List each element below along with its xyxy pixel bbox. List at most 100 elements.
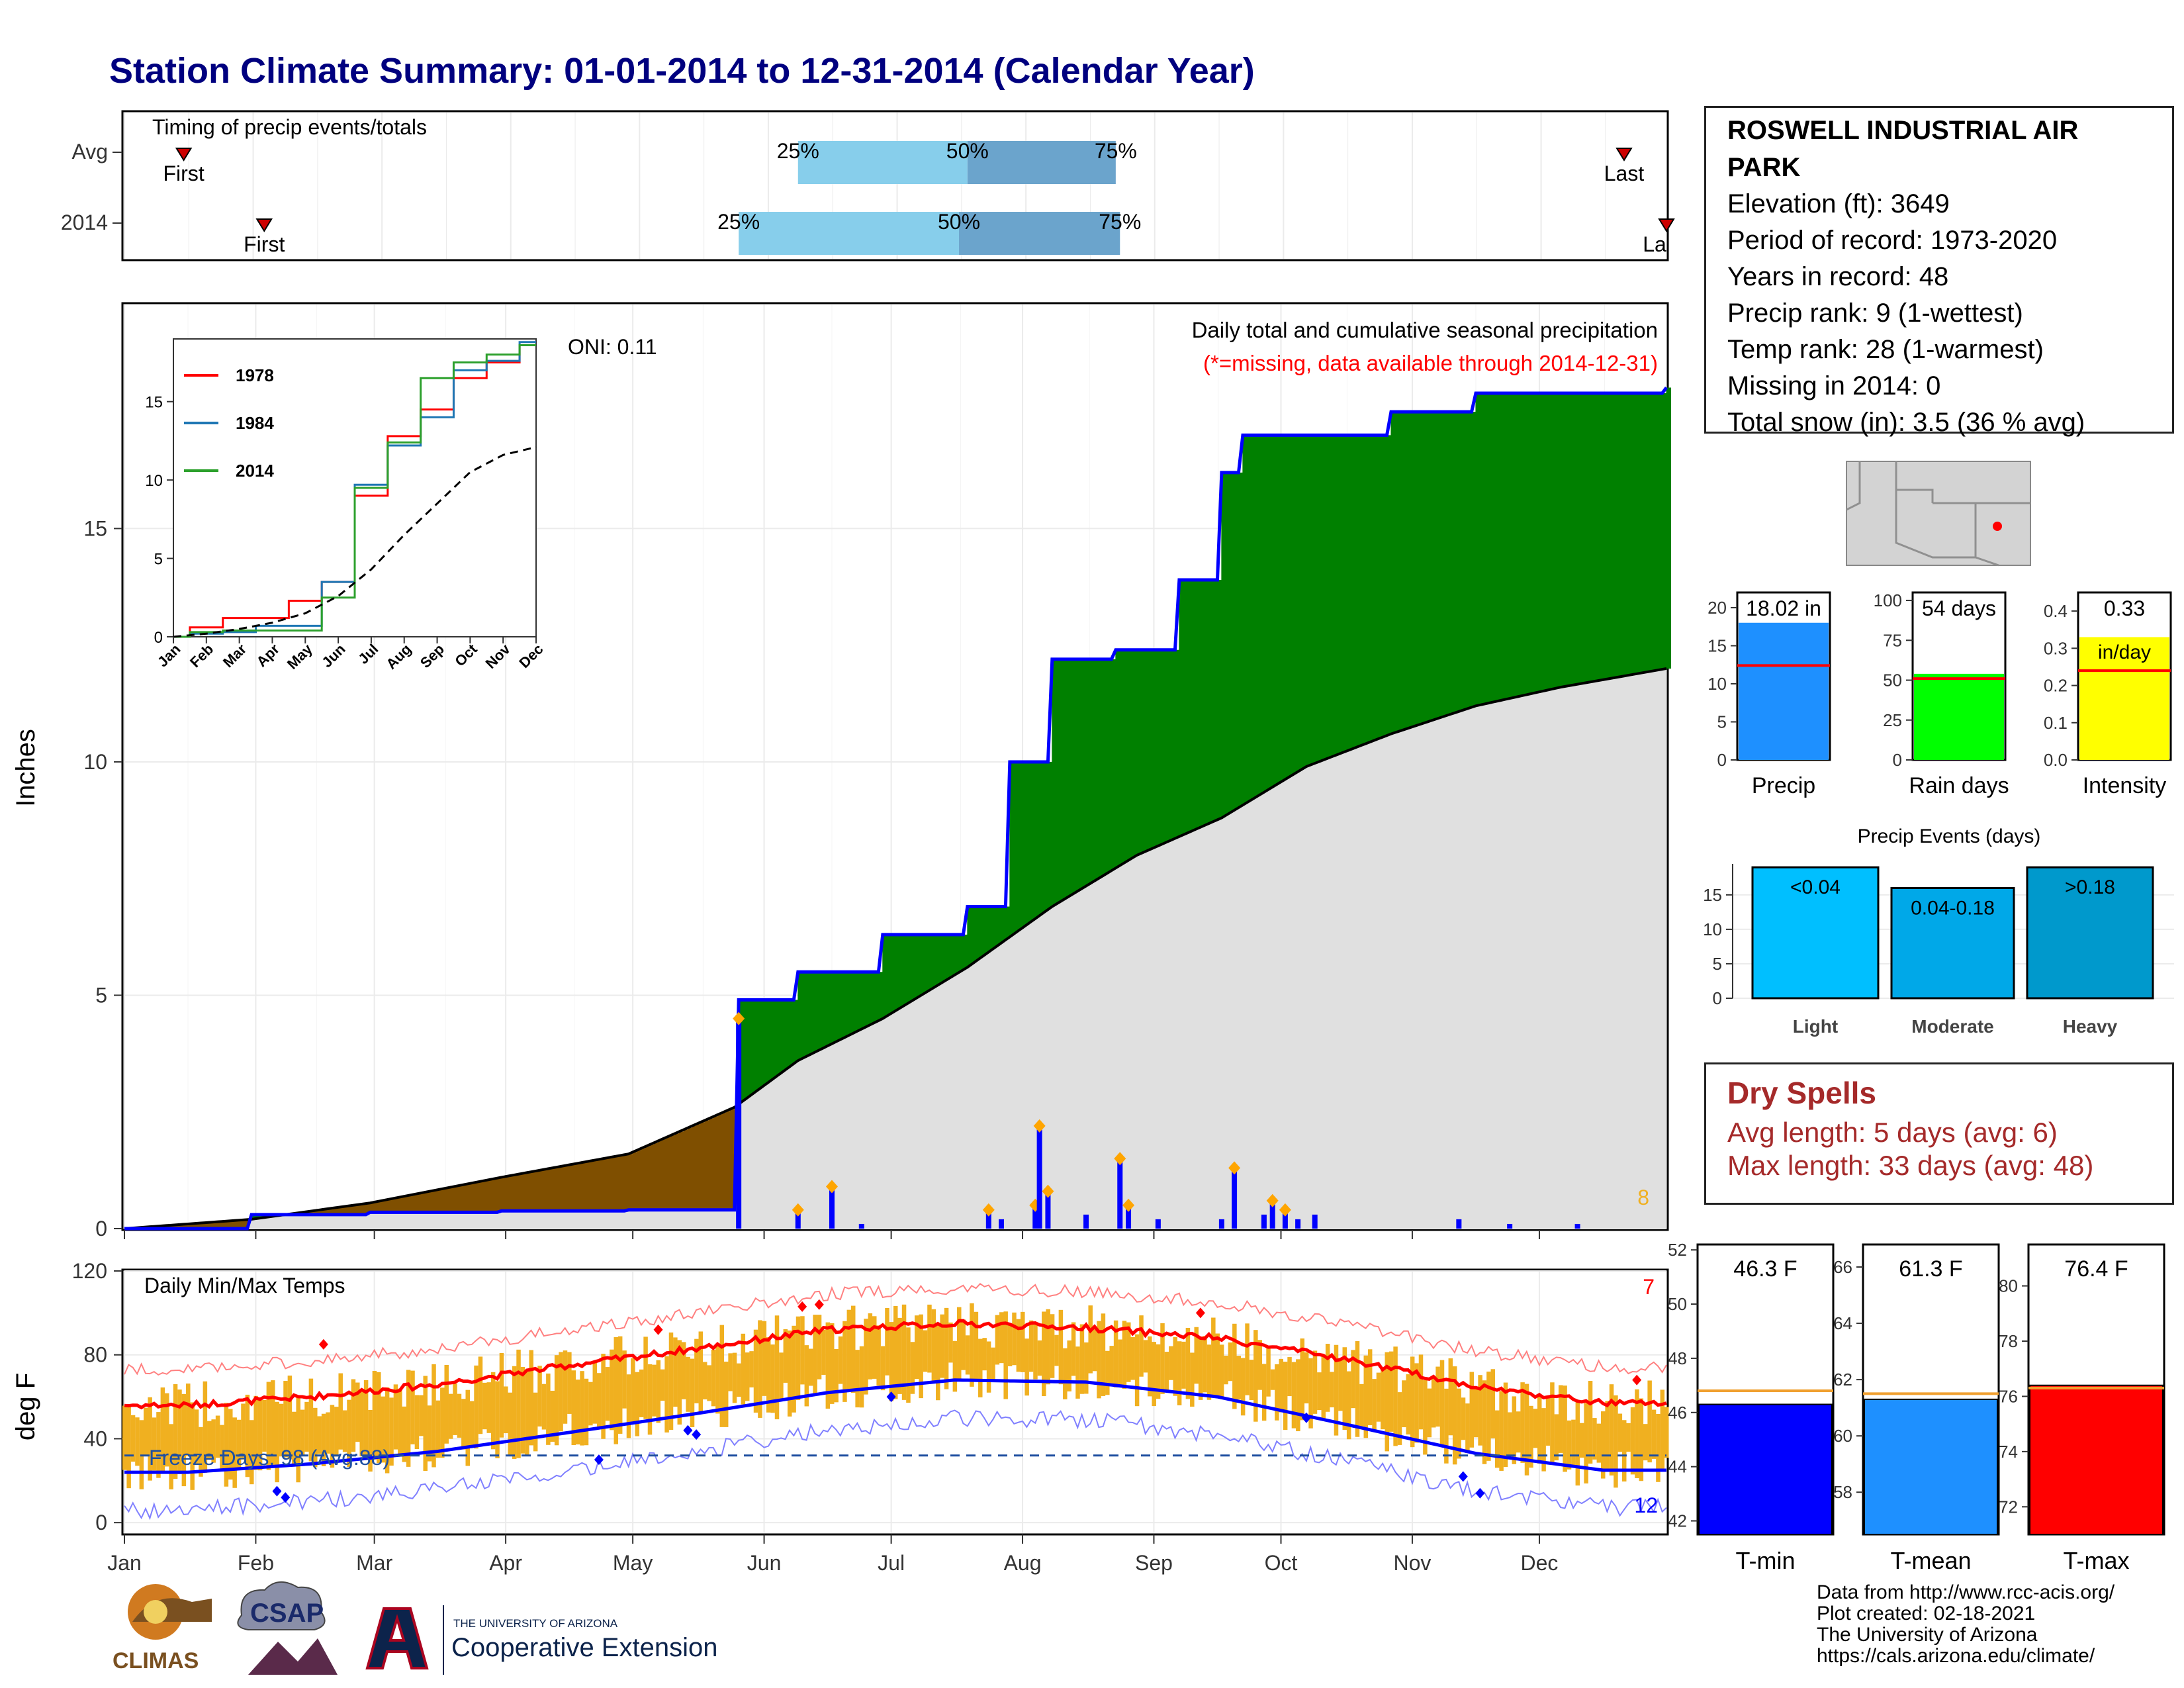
daily-temp-range-bar [512,1366,517,1459]
daily-temp-range-bar [864,1319,868,1395]
station-missing: Missing in 2014: 0 [1727,371,1941,400]
events-y-tick-label: 0 [1713,988,1722,1008]
daily-temp-range-bar [1224,1355,1228,1385]
summary-value-label: 0.33 [2104,596,2145,620]
daily-temp-range-bar [1575,1401,1580,1486]
climas-wordmark: CLIMAS [113,1648,199,1673]
daily-temp-range-bar [1439,1360,1445,1446]
csap-mountains [248,1638,338,1675]
daily-temp-range-bar [1134,1334,1140,1407]
daily-temp-range-bar [749,1351,754,1387]
temp-panel-title: Daily Min/Max Temps [144,1274,345,1297]
daily-temp-range-bar [474,1365,478,1449]
daily-temp-range-bar [1287,1357,1292,1397]
daily-temp-range-bar [745,1352,750,1401]
logos-strip: CLIMAS CSAP THE UNIVERSITY OF ARIZONA Co… [113,1581,717,1675]
precip-panel: Daily total and cumulative seasonal prec… [11,302,1671,1241]
daily-max-marker [792,1203,804,1217]
daily-temp-range-bar [1240,1358,1246,1416]
daily-temp-range-bar [220,1425,224,1469]
precip-panel-title: Daily total and cumulative seasonal prec… [1192,318,1658,342]
timing-p50-label: 50% [938,210,980,234]
daily-temp-range-bar [1558,1385,1563,1453]
daily-temp-range-bar [952,1340,958,1392]
daily-temp-range-bar [804,1345,809,1407]
climas-logo: CLIMAS [113,1584,212,1673]
summary-y-tick-label: 10 [1707,674,1727,694]
daily-temp-range-bar [1181,1341,1186,1389]
climas-emblem-center [144,1600,167,1624]
daily-temp-range-bar [525,1372,529,1456]
daily-temp-range-bar [1410,1356,1415,1448]
month-tick-label: Mar [356,1551,392,1575]
daily-temp-range-bar [982,1338,987,1371]
timing-p25-label: 25% [717,210,760,234]
daily-temp-range-bar [1639,1398,1644,1481]
summary-value-bar [1739,622,1829,760]
daily-temp-range-bar [986,1341,991,1393]
daily-temp-range-bar [211,1419,216,1463]
daily-temp-range-bar [262,1399,267,1452]
last-label: La [1643,232,1666,256]
daily-temp-range-bar [300,1409,305,1456]
daily-temp-range-bar [1529,1405,1533,1468]
precip-ylabel: Inches [11,729,40,807]
summary-bar-label: Rain days [1909,773,2009,798]
daily-temp-range-bar [876,1325,881,1386]
events-value-label: >0.18 [2065,876,2115,898]
events-category-label: Moderate [1911,1016,1993,1037]
daily-temp-range-bar [1249,1360,1254,1401]
temp-y-tick-label: 120 [72,1259,107,1283]
daily-temp-range-bar [559,1352,563,1432]
month-tick-label: Dec [1521,1551,1559,1575]
daily-precip-bar [1312,1214,1318,1229]
summary-value-bar [1914,673,2004,760]
timing-box-25-50 [739,212,960,255]
daily-max-marker [1033,1119,1046,1133]
temp-summary-bar-label: T-min [1736,1547,1796,1574]
daily-temp-range-bar [1584,1403,1588,1484]
daily-temp-range-bar [368,1409,373,1472]
timing-rows: 25% 50% 75% First Last Avg 25% 50% 75% First La 201… [61,139,1675,256]
daily-temp-range-bar [1024,1338,1029,1396]
daily-temp-range-bar [1215,1333,1220,1397]
daily-temp-range-bar [215,1415,220,1458]
daily-temp-range-bar [414,1395,420,1450]
daily-temp-range-bar [241,1403,246,1460]
daily-temp-range-bar [855,1350,860,1408]
daily-max-marker [1279,1203,1291,1217]
daily-temp-range-bar [787,1330,792,1417]
daily-temp-range-bar [529,1350,534,1446]
month-tick-label: Jun [747,1551,782,1575]
daily-temp-range-bar [567,1352,572,1414]
dry-spells-title: Dry Spells [1727,1076,1876,1110]
daily-temp-range-bar [1626,1423,1631,1452]
daily-temp-range-bar [1079,1324,1085,1394]
daily-temp-range-bar [1071,1322,1076,1376]
daily-temp-range-bar [126,1405,131,1489]
daily-precip-bar [1117,1158,1123,1229]
daily-precip-bar [1155,1219,1161,1229]
daily-temp-range-bar [160,1387,165,1474]
daily-temp-range-bar [923,1330,928,1372]
record-marker [318,1338,328,1350]
daily-temp-range-bar [1050,1314,1055,1378]
month-tick-label: Jan [107,1551,142,1575]
precip-y-tick-label: 15 [83,516,107,540]
daily-temp-range-bar [122,1405,127,1470]
daily-temp-range-bar [1122,1321,1127,1389]
daily-temp-range-bar [1376,1372,1381,1422]
daily-temp-range-bar [631,1358,635,1422]
daily-temp-range-bar [1592,1418,1597,1460]
cumulative-below-average-area [128,1107,739,1229]
daily-precip-bar [1261,1214,1267,1229]
daily-temp-range-bar [236,1419,242,1470]
daily-temp-range-bar [135,1417,140,1466]
inset-y-tick-label: 10 [145,472,163,490]
daily-temp-range-bar [355,1382,360,1442]
cumulative-precip-line [124,386,1668,1231]
daily-temp-range-bar [1046,1309,1050,1385]
daily-temp-range-bar [1012,1312,1017,1366]
daily-temp-range-bar [741,1333,746,1405]
